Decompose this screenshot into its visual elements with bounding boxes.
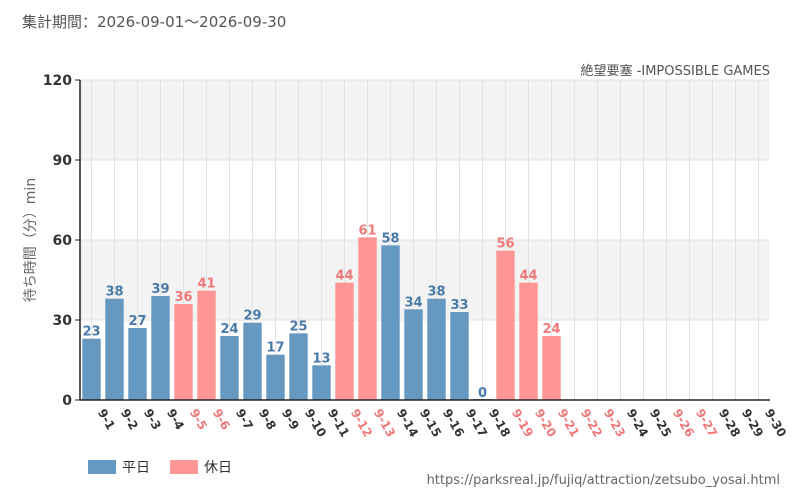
bar xyxy=(82,338,101,400)
bar-value-label: 24 xyxy=(220,322,238,337)
bar xyxy=(243,322,262,400)
x-tick-label: 9-9 xyxy=(279,407,302,433)
bar-value-label: 25 xyxy=(289,319,307,334)
chart-subtitle: 絶望要塞 -IMPOSSIBLE GAMES xyxy=(580,64,770,79)
x-tick-label: 9-26 xyxy=(670,407,697,440)
bar-value-label: 41 xyxy=(197,277,215,292)
bar xyxy=(289,333,308,400)
x-tick-label: 9-23 xyxy=(601,407,628,440)
bar xyxy=(151,296,170,400)
bar-value-label: 17 xyxy=(266,341,284,356)
x-tick-label: 9-25 xyxy=(647,407,674,440)
y-tick-label: 60 xyxy=(53,233,73,249)
x-tick-label: 9-8 xyxy=(256,407,279,433)
bar xyxy=(519,282,538,400)
bar xyxy=(381,245,400,400)
x-tick-label: 9-19 xyxy=(509,407,536,440)
x-tick-label: 9-16 xyxy=(440,407,467,440)
legend-item-weekday: 平日 xyxy=(88,457,150,477)
bar xyxy=(496,250,515,400)
x-tick-label: 9-24 xyxy=(624,407,651,440)
period-label: 集計期間：2026-09-01～2026-09-30 xyxy=(22,13,287,31)
x-tick-label: 9-21 xyxy=(555,407,582,440)
x-tick-label: 9-2 xyxy=(118,407,141,433)
bar xyxy=(197,290,216,400)
x-tick-label: 9-10 xyxy=(302,407,329,440)
legend-swatch-weekday xyxy=(88,460,116,474)
bar-value-label: 27 xyxy=(128,314,146,329)
y-tick-label: 30 xyxy=(53,313,73,329)
bar-value-label: 13 xyxy=(312,351,330,366)
x-tick-label: 9-1 xyxy=(95,407,118,433)
legend-item-holiday: 休日 xyxy=(170,457,232,477)
x-tick-label: 9-7 xyxy=(233,407,256,433)
bar xyxy=(358,237,377,400)
x-tick-label: 9-13 xyxy=(371,407,398,440)
bar-value-label: 44 xyxy=(335,269,353,284)
x-tick-label: 9-15 xyxy=(417,407,444,440)
bar xyxy=(450,312,469,400)
x-tick-label: 9-20 xyxy=(532,407,559,440)
x-tick-label: 9-27 xyxy=(693,407,720,440)
bar xyxy=(128,328,147,400)
legend: 平日 休日 xyxy=(88,457,252,477)
x-tick-label: 9-11 xyxy=(325,407,352,440)
x-tick-label: 9-17 xyxy=(463,407,490,440)
x-tick-label: 9-22 xyxy=(578,407,605,440)
x-tick-label: 9-4 xyxy=(164,407,187,433)
x-tick-label: 9-3 xyxy=(141,407,164,433)
bar-value-label: 39 xyxy=(151,282,169,297)
bar-value-label: 58 xyxy=(381,231,399,246)
y-tick-label: 0 xyxy=(62,393,72,409)
bar-value-label: 56 xyxy=(496,237,514,252)
x-tick-label: 9-30 xyxy=(762,407,789,440)
x-tick-label: 9-29 xyxy=(739,407,766,440)
bar xyxy=(174,304,193,400)
bar xyxy=(312,365,331,400)
x-tick-label: 9-14 xyxy=(394,407,421,440)
bar-value-label: 38 xyxy=(105,285,123,300)
bar-value-label: 0 xyxy=(478,386,487,401)
legend-label-weekday: 平日 xyxy=(122,460,150,476)
bar-value-label: 24 xyxy=(542,322,560,337)
bar xyxy=(404,309,423,400)
bar-value-label: 34 xyxy=(404,295,422,310)
legend-label-holiday: 休日 xyxy=(204,460,232,476)
x-tick-label: 9-6 xyxy=(210,407,233,433)
bar xyxy=(335,282,354,400)
x-tick-label: 9-28 xyxy=(716,407,743,440)
x-tick-label: 9-18 xyxy=(486,407,513,440)
bar-value-label: 29 xyxy=(243,309,261,324)
x-tick-label: 9-12 xyxy=(348,407,375,440)
bar-value-label: 33 xyxy=(450,298,468,313)
bar-value-label: 36 xyxy=(174,290,192,305)
y-tick-label: 90 xyxy=(53,153,73,169)
bar xyxy=(220,336,239,400)
x-tick-label: 9-5 xyxy=(187,407,210,433)
source-url: https://parksreal.jp/fujiq/attraction/ze… xyxy=(426,473,780,488)
bar-value-label: 44 xyxy=(519,269,537,284)
bar-value-label: 61 xyxy=(358,223,376,238)
bar xyxy=(266,354,285,400)
plot-band xyxy=(80,240,770,320)
bar xyxy=(542,336,561,400)
bar-value-label: 38 xyxy=(427,285,445,300)
bar-value-label: 23 xyxy=(82,325,100,340)
plot-band xyxy=(80,80,770,160)
bar xyxy=(427,298,446,400)
bar xyxy=(105,298,124,400)
y-tick-label: 120 xyxy=(43,73,72,89)
legend-swatch-holiday xyxy=(170,460,198,474)
